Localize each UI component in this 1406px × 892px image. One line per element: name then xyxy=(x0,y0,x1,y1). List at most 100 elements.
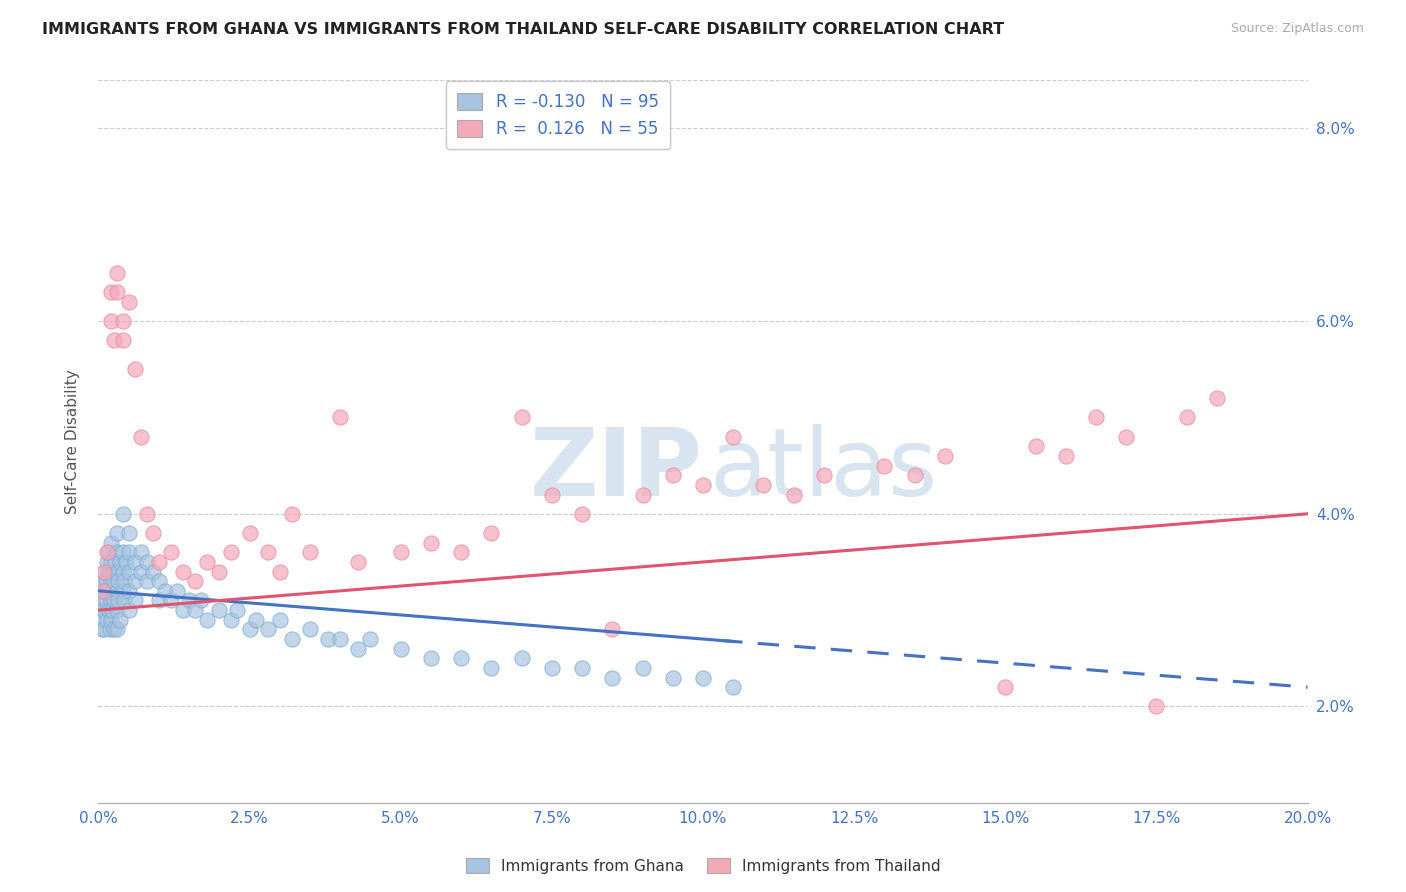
Point xyxy=(389,545,412,559)
Point xyxy=(661,671,683,685)
Point xyxy=(114,555,136,569)
Point xyxy=(97,545,120,559)
Point xyxy=(195,555,218,569)
Legend: R = -0.130   N = 95, R =  0.126   N = 55: R = -0.130 N = 95, R = 0.126 N = 55 xyxy=(446,81,671,149)
Point xyxy=(661,468,683,483)
Point xyxy=(1024,439,1046,453)
Point xyxy=(692,478,714,492)
Point xyxy=(111,545,134,559)
Y-axis label: Self-Care Disability: Self-Care Disability xyxy=(65,369,80,514)
Point xyxy=(100,583,122,598)
Point xyxy=(783,487,806,501)
Point xyxy=(281,632,304,646)
Point xyxy=(190,593,212,607)
Point xyxy=(100,314,122,328)
Point xyxy=(481,526,503,541)
Point xyxy=(208,565,231,579)
Point xyxy=(100,574,122,589)
Point xyxy=(96,545,118,559)
Point xyxy=(135,555,157,569)
Point xyxy=(111,565,134,579)
Point xyxy=(195,613,218,627)
Point xyxy=(105,623,128,637)
Text: ZIP: ZIP xyxy=(530,425,703,516)
Point xyxy=(179,593,201,607)
Point xyxy=(269,613,291,627)
Legend: Immigrants from Ghana, Immigrants from Thailand: Immigrants from Ghana, Immigrants from T… xyxy=(460,852,946,880)
Point xyxy=(347,555,370,569)
Point xyxy=(97,603,120,617)
Point xyxy=(148,593,170,607)
Point xyxy=(510,410,533,425)
Point xyxy=(256,623,278,637)
Point xyxy=(347,641,370,656)
Point xyxy=(104,555,127,569)
Point xyxy=(135,507,157,521)
Point xyxy=(994,680,1017,694)
Point xyxy=(450,545,472,559)
Point xyxy=(107,574,129,589)
Point xyxy=(93,565,115,579)
Point xyxy=(90,603,112,617)
Point xyxy=(602,671,624,685)
Point xyxy=(481,661,503,675)
Point xyxy=(105,565,128,579)
Text: Source: ZipAtlas.com: Source: ZipAtlas.com xyxy=(1230,22,1364,36)
Point xyxy=(118,565,141,579)
Point xyxy=(108,555,131,569)
Point xyxy=(148,574,170,589)
Point xyxy=(873,458,896,473)
Point xyxy=(111,314,134,328)
Point xyxy=(1085,410,1108,425)
Point xyxy=(98,565,121,579)
Point xyxy=(142,565,165,579)
Point xyxy=(100,535,122,549)
Point xyxy=(96,583,118,598)
Point xyxy=(239,526,262,541)
Point xyxy=(813,468,835,483)
Point xyxy=(172,565,194,579)
Point xyxy=(160,545,183,559)
Point xyxy=(631,661,654,675)
Point xyxy=(540,487,562,501)
Point xyxy=(299,545,322,559)
Point xyxy=(100,555,122,569)
Point xyxy=(1054,449,1077,463)
Point xyxy=(124,362,146,376)
Point xyxy=(172,603,194,617)
Point xyxy=(103,574,125,589)
Point xyxy=(103,593,125,607)
Point xyxy=(124,574,146,589)
Point xyxy=(105,285,128,300)
Point xyxy=(245,613,267,627)
Point xyxy=(723,680,745,694)
Point xyxy=(91,623,114,637)
Point xyxy=(934,449,956,463)
Point xyxy=(723,430,745,444)
Point xyxy=(389,641,412,656)
Point xyxy=(91,593,114,607)
Point xyxy=(101,565,124,579)
Point xyxy=(129,565,152,579)
Point xyxy=(752,478,775,492)
Point xyxy=(1144,699,1167,714)
Point xyxy=(299,623,322,637)
Point xyxy=(105,603,128,617)
Point xyxy=(118,603,141,617)
Point xyxy=(221,545,243,559)
Text: IMMIGRANTS FROM GHANA VS IMMIGRANTS FROM THAILAND SELF-CARE DISABILITY CORRELATI: IMMIGRANTS FROM GHANA VS IMMIGRANTS FROM… xyxy=(42,22,1004,37)
Point xyxy=(239,623,262,637)
Point xyxy=(96,555,118,569)
Point xyxy=(904,468,927,483)
Point xyxy=(101,603,124,617)
Point xyxy=(100,285,122,300)
Point xyxy=(208,603,231,617)
Point xyxy=(129,430,152,444)
Point xyxy=(153,583,176,598)
Point xyxy=(510,651,533,665)
Point xyxy=(142,526,165,541)
Point xyxy=(93,574,115,589)
Point xyxy=(107,593,129,607)
Point xyxy=(631,487,654,501)
Point xyxy=(360,632,382,646)
